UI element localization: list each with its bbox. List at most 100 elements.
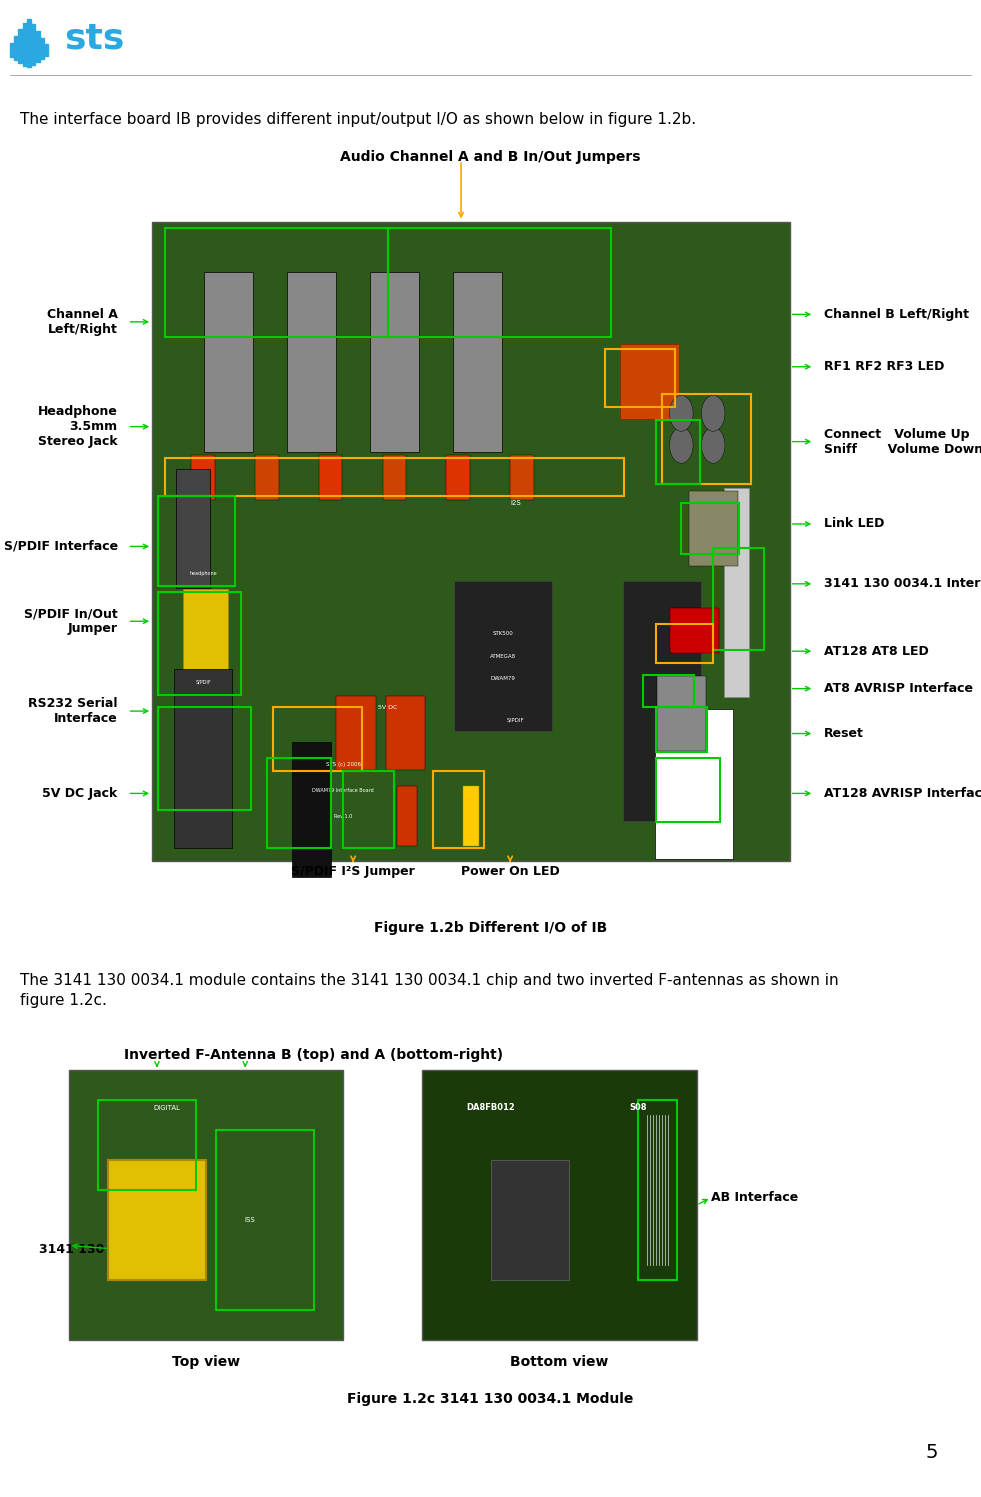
Bar <box>159 708 251 810</box>
Bar <box>656 708 707 751</box>
Text: RF1 RF2 RF3 LED: RF1 RF2 RF3 LED <box>824 361 945 373</box>
Bar <box>10 42 14 57</box>
Bar <box>387 228 611 337</box>
Bar <box>670 608 719 653</box>
Bar <box>446 455 470 500</box>
Bar <box>255 455 279 500</box>
Text: STS (c) 2006: STS (c) 2006 <box>326 762 361 768</box>
Bar <box>165 228 388 337</box>
Bar <box>655 710 733 859</box>
Text: RS232 Serial
Interface: RS232 Serial Interface <box>28 698 118 725</box>
Text: The 3141 130 0034.1 module contains the 3141 130 0034.1 chip and two inverted F-: The 3141 130 0034.1 module contains the … <box>20 973 838 1007</box>
Bar <box>176 469 210 588</box>
Text: sts: sts <box>64 21 125 55</box>
Text: ATMEGA8: ATMEGA8 <box>490 654 516 659</box>
Bar <box>319 455 342 500</box>
Text: DA8FB012: DA8FB012 <box>466 1103 515 1112</box>
Bar <box>108 1160 206 1280</box>
Bar <box>454 581 552 731</box>
Text: AT128 AT8 LED: AT128 AT8 LED <box>824 645 929 657</box>
Text: 3141 130 0034.1: 3141 130 0034.1 <box>39 1244 157 1256</box>
Bar <box>165 458 624 497</box>
Bar <box>267 759 331 847</box>
Text: ISS: ISS <box>245 1217 255 1223</box>
Text: 5: 5 <box>926 1443 938 1461</box>
Text: S/PDIF Interface: S/PDIF Interface <box>4 540 118 552</box>
Bar <box>159 593 241 695</box>
Bar <box>27 19 31 67</box>
Text: Top view: Top view <box>172 1355 240 1368</box>
Circle shape <box>669 427 693 463</box>
Text: STK500: STK500 <box>492 632 513 636</box>
Bar <box>662 394 751 484</box>
Text: AT128 AVRISP Interface: AT128 AVRISP Interface <box>824 787 981 799</box>
Bar <box>724 488 749 698</box>
Bar <box>23 22 26 66</box>
Bar <box>681 503 739 554</box>
Text: Connect   Volume Up
Sniff       Volume Down: Connect Volume Up Sniff Volume Down <box>824 428 981 455</box>
Text: The interface board IB provides different input/output I/O as shown below in fig: The interface board IB provides differen… <box>20 112 696 127</box>
Bar <box>31 24 35 66</box>
Bar <box>510 455 534 500</box>
Text: Audio Channel A and B In/Out Jumpers: Audio Channel A and B In/Out Jumpers <box>340 150 641 163</box>
Bar <box>422 1070 697 1340</box>
Bar <box>159 497 235 585</box>
Bar <box>287 272 336 452</box>
Circle shape <box>669 395 693 431</box>
Text: DWAM79: DWAM79 <box>490 677 515 681</box>
Bar <box>656 624 713 663</box>
Bar <box>689 491 738 566</box>
Text: S08: S08 <box>629 1103 646 1112</box>
Bar <box>433 771 484 847</box>
Text: 3141 130 0034.1 Interface: 3141 130 0034.1 Interface <box>824 578 981 590</box>
Bar <box>620 344 679 419</box>
Text: S/PDIF I²S Jumper: S/PDIF I²S Jumper <box>291 865 415 879</box>
Bar <box>19 30 23 63</box>
Bar <box>343 771 394 847</box>
Circle shape <box>701 427 725 463</box>
Bar <box>336 696 376 771</box>
Text: S/PDIF In/Out
Jumper: S/PDIF In/Out Jumper <box>24 608 118 635</box>
Bar <box>40 37 44 60</box>
Text: 5V DC: 5V DC <box>379 705 397 710</box>
Text: Link LED: Link LED <box>824 518 885 530</box>
Bar <box>183 588 228 723</box>
Bar <box>370 272 419 452</box>
Text: AB Interface: AB Interface <box>711 1192 799 1204</box>
Bar <box>98 1100 196 1190</box>
Bar <box>204 272 253 452</box>
Text: S/PDIF: S/PDIF <box>195 680 211 684</box>
Bar <box>453 272 502 452</box>
Bar <box>44 43 48 55</box>
Text: AT8 AVRISP Interface: AT8 AVRISP Interface <box>824 683 973 695</box>
Text: S/PDIF: S/PDIF <box>507 717 524 723</box>
Bar <box>656 419 700 484</box>
Bar <box>397 786 417 846</box>
Text: 5V DC Jack: 5V DC Jack <box>42 787 118 799</box>
Bar <box>644 675 695 708</box>
Bar <box>490 1160 569 1280</box>
Bar <box>623 581 701 820</box>
Text: Figure 1.2c 3141 130 0034.1 Module: Figure 1.2c 3141 130 0034.1 Module <box>347 1392 634 1406</box>
Bar <box>35 31 39 61</box>
Text: Power On LED: Power On LED <box>461 865 559 879</box>
Text: Channel A
Left/Right: Channel A Left/Right <box>47 308 118 335</box>
Bar <box>152 222 790 861</box>
Bar <box>657 677 706 751</box>
Text: headphone: headphone <box>189 570 217 576</box>
Bar <box>191 455 215 500</box>
Text: DIGITAL: DIGITAL <box>153 1105 181 1111</box>
Bar <box>273 708 363 771</box>
Text: Inverted F-Antenna B (top) and A (bottom-right): Inverted F-Antenna B (top) and A (bottom… <box>125 1048 503 1061</box>
Text: Bottom view: Bottom view <box>510 1355 608 1368</box>
Bar <box>174 669 232 849</box>
Text: Figure 1.2b Different I/O of IB: Figure 1.2b Different I/O of IB <box>374 921 607 934</box>
Bar <box>14 36 18 60</box>
Bar <box>292 743 332 877</box>
Bar <box>713 548 764 650</box>
Bar <box>604 349 675 407</box>
Text: Rev 1.0: Rev 1.0 <box>335 813 352 819</box>
Bar <box>383 455 406 500</box>
Bar <box>386 696 425 771</box>
Text: Reset: Reset <box>824 728 864 740</box>
